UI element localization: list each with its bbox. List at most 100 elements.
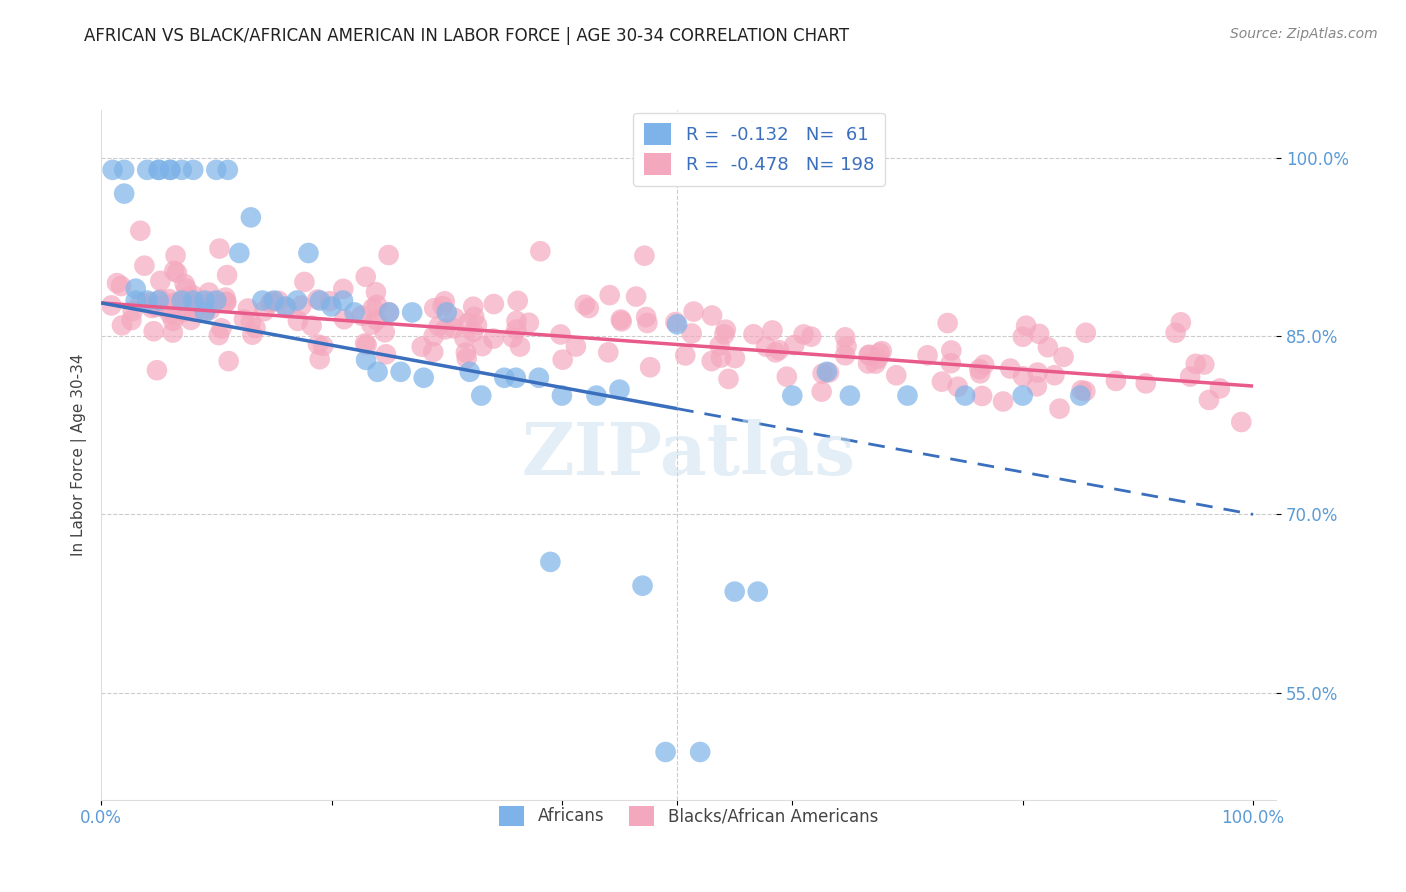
Point: [941, 343, 963, 358]
Point: [366, 313, 388, 327]
Point: [101, 162, 124, 177]
Point: [165, 309, 187, 323]
Point: [454, 345, 477, 359]
Point: [917, 348, 939, 362]
Point: [198, 302, 221, 317]
Point: [181, 162, 204, 177]
Point: [609, 383, 631, 397]
Point: [1036, 340, 1059, 354]
Point: [834, 330, 856, 344]
Point: [149, 274, 172, 288]
Point: [636, 310, 658, 324]
Text: AFRICAN VS BLACK/AFRICAN AMERICAN IN LABOR FORCE | AGE 30-34 CORRELATION CHART: AFRICAN VS BLACK/AFRICAN AMERICAN IN LAB…: [84, 27, 849, 45]
Point: [321, 300, 343, 314]
Point: [181, 304, 204, 318]
Point: [509, 340, 531, 354]
Point: [700, 354, 723, 368]
Point: [972, 389, 994, 403]
Point: [689, 745, 711, 759]
Point: [245, 321, 267, 335]
Point: [159, 162, 181, 177]
Point: [465, 318, 488, 332]
Point: [263, 293, 285, 308]
Point: [162, 326, 184, 340]
Point: [121, 304, 143, 318]
Point: [232, 312, 254, 326]
Point: [157, 292, 180, 306]
Point: [200, 294, 222, 309]
Point: [136, 293, 159, 308]
Point: [307, 337, 329, 351]
Point: [184, 304, 207, 318]
Point: [141, 301, 163, 315]
Point: [946, 380, 969, 394]
Point: [800, 329, 823, 343]
Point: [434, 322, 457, 336]
Point: [242, 327, 264, 342]
Point: [260, 294, 283, 309]
Point: [463, 300, 485, 314]
Point: [936, 316, 959, 330]
Point: [585, 388, 607, 402]
Point: [360, 318, 382, 332]
Point: [148, 162, 170, 177]
Point: [574, 298, 596, 312]
Point: [783, 338, 806, 352]
Point: [755, 340, 778, 354]
Point: [457, 316, 479, 330]
Point: [810, 384, 832, 399]
Point: [1049, 401, 1071, 416]
Point: [761, 323, 783, 337]
Point: [776, 369, 799, 384]
Point: [165, 248, 187, 262]
Point: [422, 329, 444, 343]
Point: [276, 301, 298, 316]
Point: [1025, 379, 1047, 393]
Point: [333, 312, 356, 326]
Point: [631, 579, 654, 593]
Point: [654, 745, 676, 759]
Point: [436, 305, 458, 319]
Point: [125, 282, 148, 296]
Point: [378, 305, 401, 319]
Point: [173, 277, 195, 291]
Point: [714, 323, 737, 337]
Point: [870, 344, 893, 359]
Point: [179, 293, 201, 308]
Point: [471, 339, 494, 353]
Point: [170, 162, 193, 177]
Point: [598, 345, 620, 359]
Point: [742, 327, 765, 342]
Text: ZIPatlas: ZIPatlas: [522, 419, 856, 491]
Point: [159, 162, 181, 177]
Point: [217, 268, 239, 282]
Point: [682, 304, 704, 318]
Point: [517, 316, 540, 330]
Point: [194, 305, 217, 319]
Point: [195, 301, 218, 315]
Point: [181, 288, 204, 302]
Point: [505, 314, 527, 328]
Point: [136, 162, 159, 177]
Point: [551, 388, 574, 402]
Point: [502, 330, 524, 344]
Point: [1074, 384, 1097, 399]
Point: [811, 367, 834, 381]
Point: [638, 360, 661, 375]
Point: [529, 244, 551, 259]
Point: [432, 299, 454, 313]
Point: [969, 367, 991, 381]
Point: [953, 388, 976, 402]
Point: [343, 305, 366, 319]
Point: [1052, 350, 1074, 364]
Point: [181, 293, 204, 308]
Point: [401, 305, 423, 319]
Point: [838, 388, 860, 402]
Point: [180, 313, 202, 327]
Point: [673, 348, 696, 362]
Point: [1011, 330, 1033, 344]
Point: [217, 162, 239, 177]
Point: [309, 293, 332, 308]
Point: [527, 370, 550, 384]
Point: [177, 290, 200, 304]
